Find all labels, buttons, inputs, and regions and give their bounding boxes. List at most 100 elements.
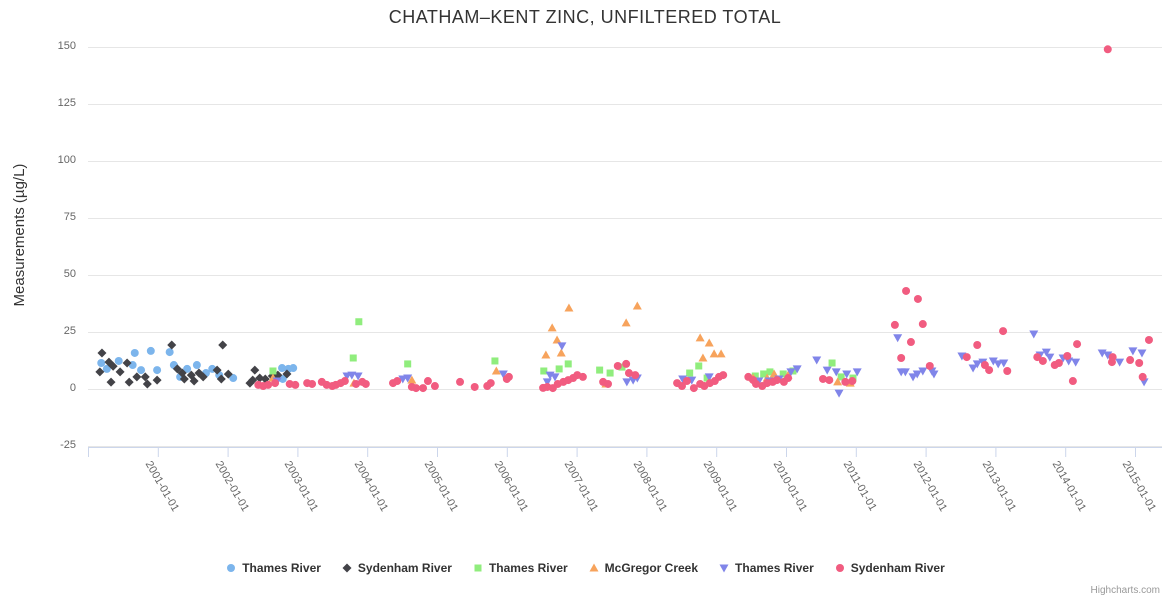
data-point-series-1[interactable] bbox=[183, 364, 192, 373]
data-point-series-3[interactable] bbox=[540, 367, 548, 375]
data-point-series-6[interactable] bbox=[818, 374, 827, 383]
data-point-series-6[interactable] bbox=[1033, 353, 1042, 362]
data-point-series-6[interactable] bbox=[271, 379, 280, 388]
data-point-series-2[interactable] bbox=[223, 369, 233, 379]
data-point-series-2[interactable] bbox=[152, 375, 162, 385]
data-point-series-5[interactable] bbox=[968, 364, 978, 373]
data-point-series-3[interactable] bbox=[606, 369, 614, 377]
data-point-series-5[interactable] bbox=[834, 389, 844, 398]
data-point-series-4[interactable] bbox=[541, 350, 551, 359]
data-point-series-6[interactable] bbox=[925, 361, 934, 370]
data-point-series-6[interactable] bbox=[1135, 359, 1144, 368]
data-point-series-5[interactable] bbox=[812, 356, 822, 365]
data-point-series-6[interactable] bbox=[897, 353, 906, 362]
data-point-series-4[interactable] bbox=[698, 353, 708, 362]
data-point-series-1[interactable] bbox=[289, 364, 298, 373]
data-point-series-5[interactable] bbox=[403, 374, 413, 383]
data-point-series-1[interactable] bbox=[114, 356, 123, 365]
data-point-series-2[interactable] bbox=[106, 377, 116, 387]
data-point-series-4[interactable] bbox=[695, 333, 705, 342]
data-point-series-3[interactable] bbox=[695, 362, 703, 370]
data-point-series-6[interactable] bbox=[689, 384, 698, 393]
data-point-series-6[interactable] bbox=[962, 353, 971, 362]
data-point-series-2[interactable] bbox=[122, 358, 132, 368]
data-point-series-4[interactable] bbox=[704, 338, 714, 347]
data-point-series-3[interactable] bbox=[404, 360, 412, 368]
data-point-series-5[interactable] bbox=[988, 357, 998, 366]
data-point-series-6[interactable] bbox=[1126, 356, 1135, 365]
data-point-series-5[interactable] bbox=[353, 372, 363, 381]
data-point-series-3[interactable] bbox=[596, 366, 604, 374]
data-point-series-2[interactable] bbox=[97, 348, 107, 358]
data-point-series-5[interactable] bbox=[622, 378, 632, 387]
data-point-series-4[interactable] bbox=[769, 369, 779, 378]
data-point-series-6[interactable] bbox=[913, 294, 922, 303]
data-point-series-2[interactable] bbox=[132, 372, 142, 382]
data-point-series-5[interactable] bbox=[704, 373, 714, 382]
data-point-series-4[interactable] bbox=[552, 335, 562, 344]
data-point-series-2[interactable] bbox=[198, 372, 208, 382]
data-point-series-5[interactable] bbox=[498, 370, 508, 379]
data-point-series-3[interactable] bbox=[686, 369, 694, 377]
data-point-series-2[interactable] bbox=[108, 361, 118, 371]
data-point-series-4[interactable] bbox=[547, 323, 557, 332]
data-point-series-6[interactable] bbox=[825, 376, 834, 385]
data-point-series-2[interactable] bbox=[167, 340, 177, 350]
legend-item-4[interactable]: McGregor Creek bbox=[588, 561, 698, 575]
data-point-series-3[interactable] bbox=[618, 363, 626, 371]
data-point-series-5[interactable] bbox=[1041, 348, 1051, 357]
data-point-series-6[interactable] bbox=[848, 377, 857, 386]
data-point-series-5[interactable] bbox=[831, 368, 841, 377]
data-point-series-3[interactable] bbox=[766, 368, 774, 376]
data-point-series-6[interactable] bbox=[890, 320, 899, 329]
data-point-series-6[interactable] bbox=[1054, 359, 1063, 368]
data-point-series-1[interactable] bbox=[165, 348, 174, 357]
data-point-series-6[interactable] bbox=[1138, 372, 1147, 381]
data-point-series-5[interactable] bbox=[1029, 330, 1039, 339]
data-point-series-6[interactable] bbox=[340, 377, 349, 386]
data-point-series-6[interactable] bbox=[1068, 377, 1077, 386]
data-point-series-3[interactable] bbox=[564, 360, 572, 368]
data-point-series-6[interactable] bbox=[631, 371, 640, 380]
legend-item-5[interactable]: Thames River bbox=[718, 561, 814, 575]
data-point-series-6[interactable] bbox=[470, 382, 479, 391]
data-point-series-6[interactable] bbox=[999, 327, 1008, 336]
data-point-series-3[interactable] bbox=[779, 370, 787, 378]
data-point-series-1[interactable] bbox=[192, 361, 201, 370]
data-point-series-2[interactable] bbox=[216, 374, 226, 384]
data-point-series-6[interactable] bbox=[624, 369, 633, 378]
data-point-series-4[interactable] bbox=[833, 377, 843, 386]
data-point-series-4[interactable] bbox=[709, 349, 719, 358]
data-point-series-4[interactable] bbox=[632, 301, 642, 310]
data-point-series-6[interactable] bbox=[486, 379, 495, 388]
data-point-series-6[interactable] bbox=[985, 366, 994, 375]
data-point-series-5[interactable] bbox=[347, 371, 357, 380]
data-point-series-5[interactable] bbox=[1097, 349, 1107, 358]
data-point-series-6[interactable] bbox=[264, 380, 273, 389]
data-point-series-2[interactable] bbox=[250, 365, 260, 375]
data-point-series-6[interactable] bbox=[1038, 356, 1047, 365]
data-point-series-1[interactable] bbox=[130, 348, 139, 357]
data-point-series-3[interactable] bbox=[555, 365, 563, 373]
data-point-series-5[interactable] bbox=[893, 334, 903, 343]
data-point-series-4[interactable] bbox=[491, 366, 501, 375]
data-point-series-5[interactable] bbox=[1071, 358, 1081, 367]
legend-item-2[interactable]: Sydenham River bbox=[341, 561, 452, 575]
data-point-series-6[interactable] bbox=[361, 379, 370, 388]
data-point-series-5[interactable] bbox=[1128, 347, 1138, 356]
data-point-series-3[interactable] bbox=[355, 318, 363, 326]
data-point-series-3[interactable] bbox=[703, 374, 711, 382]
data-point-series-1[interactable] bbox=[229, 374, 238, 383]
data-point-series-6[interactable] bbox=[1073, 340, 1082, 349]
legend-item-6[interactable]: Sydenham River bbox=[834, 561, 945, 575]
data-point-series-6[interactable] bbox=[751, 379, 760, 388]
data-point-series-2[interactable] bbox=[179, 374, 189, 384]
data-point-series-6[interactable] bbox=[578, 372, 587, 381]
data-point-series-3[interactable] bbox=[491, 357, 499, 365]
data-point-series-6[interactable] bbox=[841, 377, 850, 386]
data-point-series-2[interactable] bbox=[115, 367, 125, 377]
data-point-series-2[interactable] bbox=[124, 377, 134, 387]
data-point-series-6[interactable] bbox=[1144, 335, 1153, 344]
data-point-series-5[interactable] bbox=[842, 370, 852, 379]
data-point-series-1[interactable] bbox=[97, 359, 106, 368]
